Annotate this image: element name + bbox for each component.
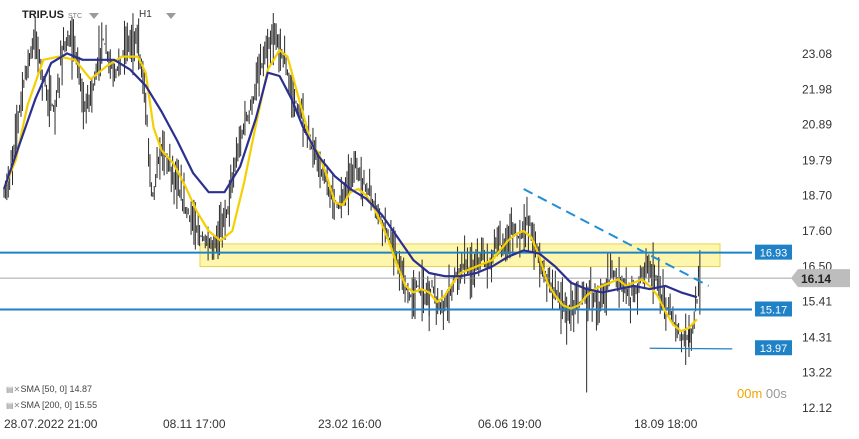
indicator-settings-icon[interactable]: ▤✕ xyxy=(6,401,21,410)
symbol-label[interactable]: TRIP.US xyxy=(22,9,64,21)
legend-sma-50-label: SMA [50, 0] 14.87 xyxy=(20,384,93,394)
legend-sma-200[interactable]: ▤✕ SMA [200, 0] 15.55 xyxy=(6,400,97,410)
candle-timer: 00m 00s xyxy=(737,386,787,401)
market-label: STC xyxy=(68,13,82,20)
sma-200-line xyxy=(2,52,698,299)
level-badge-label: 15.17 xyxy=(760,304,788,316)
symbol-dropdown-icon[interactable] xyxy=(89,13,99,19)
timeframe-dropdown-icon[interactable] xyxy=(166,13,176,19)
y-tick-label: 21.98 xyxy=(802,83,832,97)
x-tick-label: 06.06 19:00 xyxy=(478,417,542,431)
y-tick-label: 17.60 xyxy=(802,224,832,238)
level-badge xyxy=(755,340,792,356)
y-tick-label: 12.12 xyxy=(802,401,832,415)
sma-50-line xyxy=(2,49,698,333)
y-tick-label: 15.41 xyxy=(802,295,832,309)
level-badge-label: 16.93 xyxy=(760,248,788,260)
indicator-settings-icon[interactable]: ▤✕ xyxy=(6,385,21,394)
support-resistance-zone xyxy=(199,243,721,268)
y-tick-label: 19.79 xyxy=(802,153,832,167)
y-tick-label: 18.70 xyxy=(802,188,832,202)
x-tick-label: 28.07.2022 21:00 xyxy=(4,417,98,431)
legend-sma-50[interactable]: ▤✕ SMA [50, 0] 14.87 xyxy=(6,384,92,394)
x-tick-label: 08.11 17:00 xyxy=(163,417,226,431)
level-badge-label: 13.97 xyxy=(760,343,788,355)
timeframe-label[interactable]: H1 xyxy=(139,9,152,20)
level-badge xyxy=(755,244,792,260)
current-price-badge xyxy=(791,269,850,288)
x-tick-label: 18.09 18:00 xyxy=(634,417,698,431)
timer-suffix: 00s xyxy=(765,386,787,401)
x-tick-label: 23.02 16:00 xyxy=(318,417,382,431)
y-tick-label: 20.89 xyxy=(802,118,832,132)
current-price-label: 16.14 xyxy=(801,272,831,286)
legend-sma-200-label: SMA [200, 0] 15.55 xyxy=(20,400,98,410)
trendline xyxy=(523,188,710,287)
y-tick-label: 13.22 xyxy=(802,365,832,379)
level-badge xyxy=(755,301,792,317)
short-level-line xyxy=(649,347,733,350)
y-tick-label: 14.31 xyxy=(802,330,832,344)
y-tick-label: 23.08 xyxy=(802,47,832,61)
timer-value: 00m xyxy=(737,386,763,401)
